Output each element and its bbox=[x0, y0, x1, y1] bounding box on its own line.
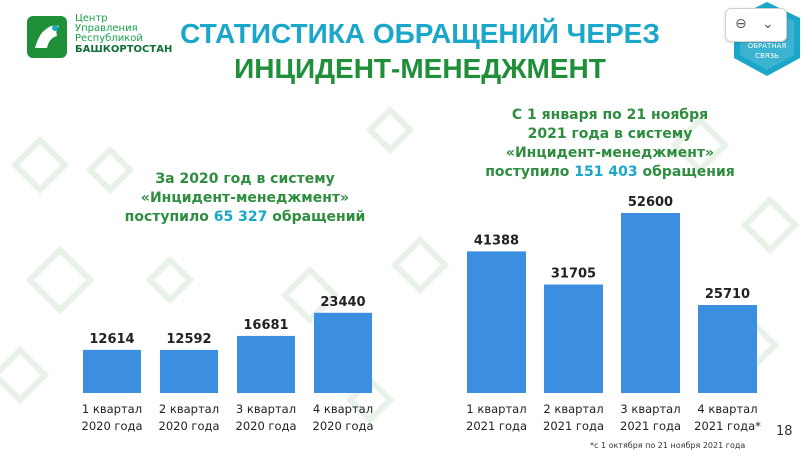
note-2020-prefix: поступило bbox=[124, 209, 214, 225]
note-2021-line-3: «Инцидент-менеджмент» bbox=[505, 145, 715, 161]
logo-line-4: БАШКОРТОСТАН bbox=[75, 44, 173, 55]
category-label-2-3: 3 квартал bbox=[620, 402, 680, 416]
data-label-1-3: 16681 bbox=[243, 318, 288, 333]
data-label-2-4: 25710 bbox=[705, 287, 750, 302]
chevron-down-icon[interactable]: ⌄ bbox=[762, 16, 774, 32]
category-label-1-4: 2020 года bbox=[313, 419, 374, 433]
bar-1-1 bbox=[83, 349, 141, 393]
logo-emblem-icon bbox=[27, 16, 67, 58]
category-label-1-1: 2020 года bbox=[82, 419, 143, 433]
bar-2-1 bbox=[467, 251, 526, 393]
category-label-2-3: 2021 года bbox=[620, 419, 681, 433]
footnote: *с 1 октября по 21 ноября 2021 года bbox=[590, 441, 746, 450]
category-label-1-1: 1 квартал bbox=[82, 402, 142, 416]
bar-1-3 bbox=[237, 335, 295, 393]
note-2021-line-4: поступило 151 403 обращения bbox=[460, 163, 760, 182]
category-label-1-3: 2020 года bbox=[236, 419, 297, 433]
category-label-2-4: 4 квартал bbox=[697, 402, 757, 416]
logo: Центр Управления Республикой БАШКОРТОСТА… bbox=[25, 14, 205, 64]
data-label-2-3: 52600 bbox=[628, 195, 673, 210]
link-widget[interactable]: ⊖ ⌄ bbox=[725, 8, 787, 42]
note-2021-suffix: обращения bbox=[637, 164, 735, 180]
note-2020-line-1: За 2020 год в систему bbox=[155, 171, 335, 187]
logo-line-2: Управления bbox=[75, 23, 138, 34]
category-label-1-3: 3 квартал bbox=[236, 402, 296, 416]
category-label-2-1: 2021 года bbox=[466, 419, 527, 433]
note-2021-count: 151 403 bbox=[574, 164, 638, 180]
badge-text-1: ОБРАТНАЯ bbox=[748, 42, 787, 50]
data-label-2-1: 41388 bbox=[474, 233, 519, 248]
note-2020-line-2: «Инцидент-менеджмент» bbox=[140, 190, 350, 206]
note-2020-suffix: обращений bbox=[267, 209, 366, 225]
category-label-1-2: 2 квартал bbox=[159, 402, 219, 416]
badge-text-2: СВЯЗЬ bbox=[755, 52, 779, 60]
bar-2-2 bbox=[544, 284, 603, 393]
page-number: 18 bbox=[776, 424, 793, 439]
category-label-2-2: 2 квартал bbox=[543, 402, 603, 416]
category-label-2-4: 2021 года* bbox=[694, 419, 761, 433]
data-label-1-4: 23440 bbox=[320, 295, 365, 310]
page-title-line-2: ИНЦИДЕНТ-МЕНЕДЖМЕНТ bbox=[234, 53, 606, 84]
category-label-1-2: 2020 года bbox=[159, 419, 220, 433]
bar-2-3 bbox=[621, 213, 680, 393]
note-2020: За 2020 год в систему «Инцидент-менеджме… bbox=[95, 170, 395, 227]
category-label-1-4: 4 квартал bbox=[313, 402, 373, 416]
note-2021-line-1: С 1 января по 21 ноября bbox=[511, 107, 709, 123]
data-label-1-2: 12592 bbox=[166, 332, 211, 347]
page-title-line-1: СТАТИСТИКА ОБРАЩЕНИЙ ЧЕРЕЗ bbox=[180, 18, 660, 49]
bar-1-4 bbox=[314, 312, 372, 393]
logo-line-1: Центр bbox=[75, 13, 108, 24]
note-2021: С 1 января по 21 ноября 2021 года в сист… bbox=[460, 106, 760, 182]
note-2021-prefix: поступило bbox=[485, 164, 575, 180]
bar-2-4 bbox=[698, 305, 757, 393]
category-label-2-2: 2021 года bbox=[543, 419, 604, 433]
data-label-1-1: 12614 bbox=[89, 332, 134, 347]
logo-line-3: Республикой bbox=[75, 33, 143, 44]
note-2020-line-3: поступило 65 327 обращений bbox=[95, 208, 395, 227]
data-label-2-2: 31705 bbox=[551, 267, 596, 282]
note-2020-count: 65 327 bbox=[213, 209, 268, 225]
category-label-2-1: 1 квартал bbox=[466, 402, 526, 416]
note-2021-line-2: 2021 года в систему bbox=[527, 126, 693, 142]
link-icon[interactable]: ⊖ bbox=[735, 16, 747, 32]
bar-1-2 bbox=[160, 349, 218, 393]
